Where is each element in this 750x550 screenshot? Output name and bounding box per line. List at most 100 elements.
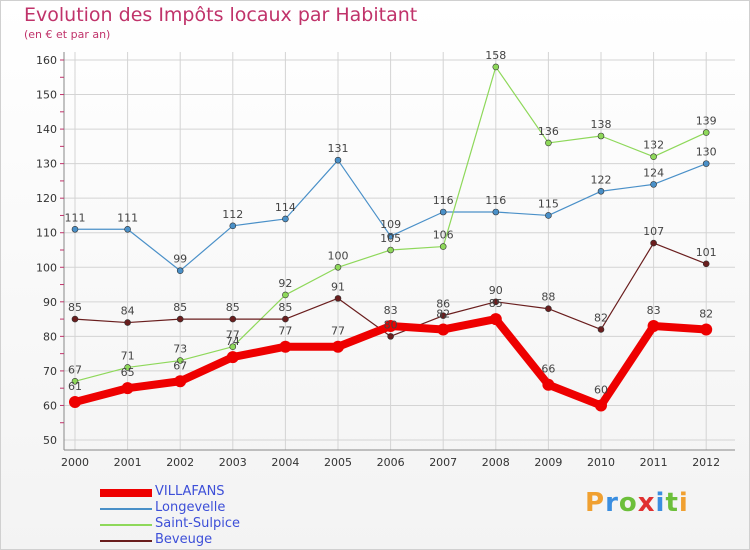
x-tick-label: 2006: [377, 456, 405, 469]
y-tick-label: 50: [43, 434, 57, 447]
data-label-beveuge: 82: [594, 311, 608, 324]
data-point-saint-sulpice: [492, 63, 500, 71]
data-point-beveuge: [229, 315, 237, 323]
chart-title: Evolution des Impôts locaux par Habitant: [24, 4, 418, 26]
data-label-saint-sulpice: 138: [591, 118, 612, 131]
data-point-villafans: [226, 351, 239, 364]
data-label-longevelle: 131: [328, 142, 349, 155]
data-point-longevelle: [176, 267, 184, 275]
data-point-villafans: [121, 382, 134, 395]
data-label-saint-sulpice: 67: [68, 363, 82, 376]
data-label-beveuge: 85: [226, 301, 240, 314]
legend-swatch: [100, 489, 152, 497]
logo-letter: o: [618, 488, 638, 518]
x-tick-label: 2009: [534, 456, 562, 469]
legend-label: Saint-Sulpice: [155, 516, 240, 531]
data-point-saint-sulpice: [702, 129, 710, 136]
data-label-beveuge: 88: [541, 291, 555, 304]
data-label-villafans: 65: [121, 366, 135, 379]
logo-letter: r: [605, 488, 619, 518]
legend-label: VILLAFANS: [155, 484, 225, 499]
data-point-villafans: [279, 340, 292, 353]
data-label-saint-sulpice: 92: [278, 277, 292, 290]
x-tick-label: 2000: [61, 456, 89, 469]
logo-letter: P: [585, 488, 606, 518]
data-point-villafans: [437, 323, 450, 336]
data-label-villafans: 60: [594, 383, 608, 396]
data-label-beveuge: 85: [278, 301, 292, 314]
data-label-villafans: 66: [541, 363, 555, 376]
y-tick-label: 70: [43, 365, 57, 378]
legend-swatch: [100, 524, 152, 526]
logo-letter: x: [637, 488, 656, 518]
data-label-villafans: 77: [278, 325, 292, 338]
data-label-villafans: 82: [436, 307, 450, 320]
data-point-beveuge: [334, 295, 342, 302]
legend-label: Beveuge: [155, 532, 213, 547]
data-point-villafans: [174, 375, 187, 388]
data-label-villafans: 83: [647, 304, 661, 317]
data-point-saint-sulpice: [545, 139, 552, 147]
data-label-saint-sulpice: 136: [538, 125, 559, 138]
y-tick-label: 100: [36, 261, 57, 274]
y-tick-label: 160: [36, 54, 57, 67]
y-tick-label: 60: [43, 399, 57, 412]
y-tick-label: 90: [43, 296, 57, 309]
data-point-longevelle: [387, 232, 394, 240]
data-point-beveuge: [492, 298, 500, 306]
data-point-villafans: [489, 313, 502, 326]
logo-letter: i: [678, 488, 689, 518]
data-point-beveuge: [545, 305, 552, 313]
line-chart: 50 60 70 80 90 100 110 120 130 140 150 160 2000 2001 2…: [36, 49, 735, 469]
data-label-longevelle: 122: [591, 173, 612, 186]
legend-swatch: [100, 540, 152, 542]
data-point-beveuge: [387, 333, 394, 340]
data-label-villafans: 83: [384, 304, 398, 317]
data-label-villafans: 61: [68, 380, 82, 393]
data-label-longevelle: 112: [222, 208, 243, 221]
data-point-beveuge: [439, 312, 447, 319]
data-point-beveuge: [597, 326, 605, 333]
data-point-longevelle: [650, 181, 657, 188]
data-label-saint-sulpice: 71: [121, 349, 135, 362]
x-tick-label: 2003: [219, 456, 247, 469]
x-tick-label: 2010: [587, 456, 615, 469]
data-label-beveuge: 90: [489, 284, 503, 297]
y-tick-label: 140: [36, 123, 57, 136]
data-label-villafans: 67: [173, 359, 187, 372]
data-point-beveuge: [176, 315, 184, 323]
data-point-villafans: [69, 396, 81, 408]
data-label-beveuge: 80: [384, 318, 398, 331]
data-point-longevelle: [545, 212, 552, 219]
data-point-longevelle: [702, 160, 710, 167]
data-point-saint-sulpice: [650, 153, 657, 161]
data-point-beveuge: [282, 315, 289, 323]
y-tick-label: 80: [43, 330, 57, 343]
y-tick-label: 120: [36, 192, 57, 205]
data-label-beveuge: 85: [173, 301, 187, 314]
x-tick-label: 2007: [429, 456, 457, 469]
data-point-saint-sulpice: [282, 291, 289, 299]
data-point-villafans: [700, 323, 713, 336]
legend-label: Longevelle: [155, 500, 226, 515]
data-label-longevelle: 115: [538, 197, 559, 210]
data-label-saint-sulpice: 132: [643, 139, 664, 152]
data-label-longevelle: 111: [117, 211, 138, 224]
x-tick-label: 2001: [114, 456, 142, 469]
data-label-saint-sulpice: 158: [485, 49, 506, 62]
data-point-longevelle: [334, 156, 342, 164]
data-point-longevelle: [71, 225, 79, 233]
y-tick-label: 150: [36, 89, 57, 102]
data-point-saint-sulpice: [229, 343, 237, 351]
data-label-villafans: 82: [699, 307, 713, 320]
data-point-saint-sulpice: [334, 263, 342, 271]
data-label-villafans: 77: [331, 325, 345, 338]
data-label-longevelle: 111: [65, 211, 86, 224]
data-label-saint-sulpice: 73: [173, 343, 187, 356]
proxiti-logo: Proxiti: [585, 488, 689, 518]
data-point-longevelle: [229, 222, 237, 230]
data-point-villafans: [384, 320, 397, 332]
data-label-longevelle: 114: [275, 201, 296, 214]
data-point-saint-sulpice: [387, 246, 394, 254]
